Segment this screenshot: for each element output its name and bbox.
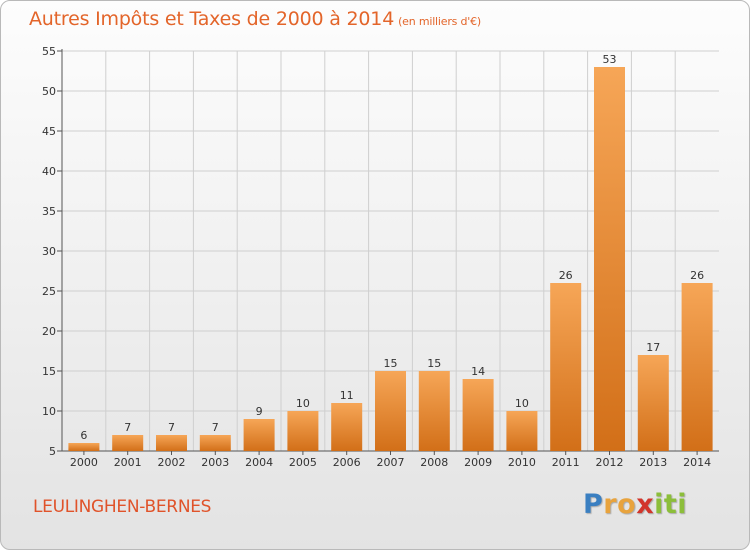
value-label: 10 <box>515 397 529 410</box>
x-tick-label: 2006 <box>333 456 361 469</box>
logo-letter: t <box>663 489 678 520</box>
y-tick-label: 30 <box>42 245 56 258</box>
chart-title: Autres Impôts et Taxes de 2000 à 2014 (en… <box>29 8 481 30</box>
y-tick-label: 35 <box>42 205 56 218</box>
x-tick-label: 2011 <box>552 456 580 469</box>
value-label: 26 <box>690 269 704 282</box>
value-label: 6 <box>80 429 87 442</box>
y-tick-label: 5 <box>49 445 56 458</box>
bars <box>68 67 713 451</box>
bar-2013 <box>637 355 669 451</box>
logo-letter: r <box>603 489 618 520</box>
value-label: 17 <box>646 341 660 354</box>
x-tick-label: 2007 <box>377 456 405 469</box>
x-tick-label: 2010 <box>508 456 536 469</box>
x-tick-label: 2005 <box>289 456 317 469</box>
chart-title-text: Autres Impôts et Taxes de 2000 à 2014 <box>29 8 395 30</box>
bar-2005 <box>287 411 319 451</box>
value-label: 11 <box>340 389 354 402</box>
bar-2001 <box>112 435 144 451</box>
x-tick-label: 2009 <box>464 456 492 469</box>
bar-2014 <box>681 283 713 451</box>
logo-letter: x <box>636 489 655 520</box>
x-tick-label: 2003 <box>201 456 229 469</box>
x-tick-label: 2013 <box>639 456 667 469</box>
x-tick-label: 2014 <box>683 456 711 469</box>
y-tick-label: 45 <box>42 125 56 138</box>
value-label: 7 <box>124 421 131 434</box>
bar-2012 <box>594 67 625 451</box>
labels: 5 10 15 20 25 30 35 40 45 50 55 2000 6 2001 7 2002 7 2003… <box>42 45 711 469</box>
value-label: 14 <box>471 365 485 378</box>
y-tick-label: 10 <box>42 405 56 418</box>
bar-2009 <box>462 379 494 451</box>
logo-letter: i <box>677 489 688 520</box>
logo-letter: P <box>583 489 604 520</box>
bar-2007 <box>375 371 406 451</box>
bar-2000 <box>68 443 100 451</box>
bar-2011 <box>550 283 582 451</box>
x-tick-label: 2012 <box>596 456 624 469</box>
bar-2006 <box>331 403 363 451</box>
x-tick-label: 2002 <box>158 456 186 469</box>
value-label: 15 <box>384 357 398 370</box>
x-tick-label: 2001 <box>114 456 142 469</box>
logo-letter: i <box>654 489 664 520</box>
chart-unit: (en milliers d'€) <box>398 15 481 28</box>
y-tick-label: 50 <box>42 85 56 98</box>
y-tick-label: 25 <box>42 285 56 298</box>
x-tick-label: 2008 <box>420 456 448 469</box>
bar-2010 <box>506 411 538 451</box>
bar-2002 <box>156 435 187 451</box>
value-label: 9 <box>256 405 263 418</box>
x-tick-label: 2004 <box>245 456 273 469</box>
y-tick-label: 20 <box>42 325 56 338</box>
x-tick-label: 2000 <box>70 456 98 469</box>
value-label: 53 <box>603 53 617 66</box>
value-label: 7 <box>168 421 175 434</box>
value-label: 7 <box>212 421 219 434</box>
proxiti-logo: Proxiti <box>583 489 687 520</box>
value-label: 15 <box>427 357 441 370</box>
bar-2004 <box>243 419 275 451</box>
bar-2003 <box>199 435 231 451</box>
bar-2008 <box>418 371 450 451</box>
value-label: 10 <box>296 397 310 410</box>
y-tick-label: 40 <box>42 165 56 178</box>
value-label: 26 <box>559 269 573 282</box>
y-tick-label: 15 <box>42 365 56 378</box>
y-tick-label: 55 <box>42 45 56 58</box>
commune-name: LEULINGHEN-BERNES <box>33 497 212 517</box>
logo-letter: o <box>617 489 637 520</box>
